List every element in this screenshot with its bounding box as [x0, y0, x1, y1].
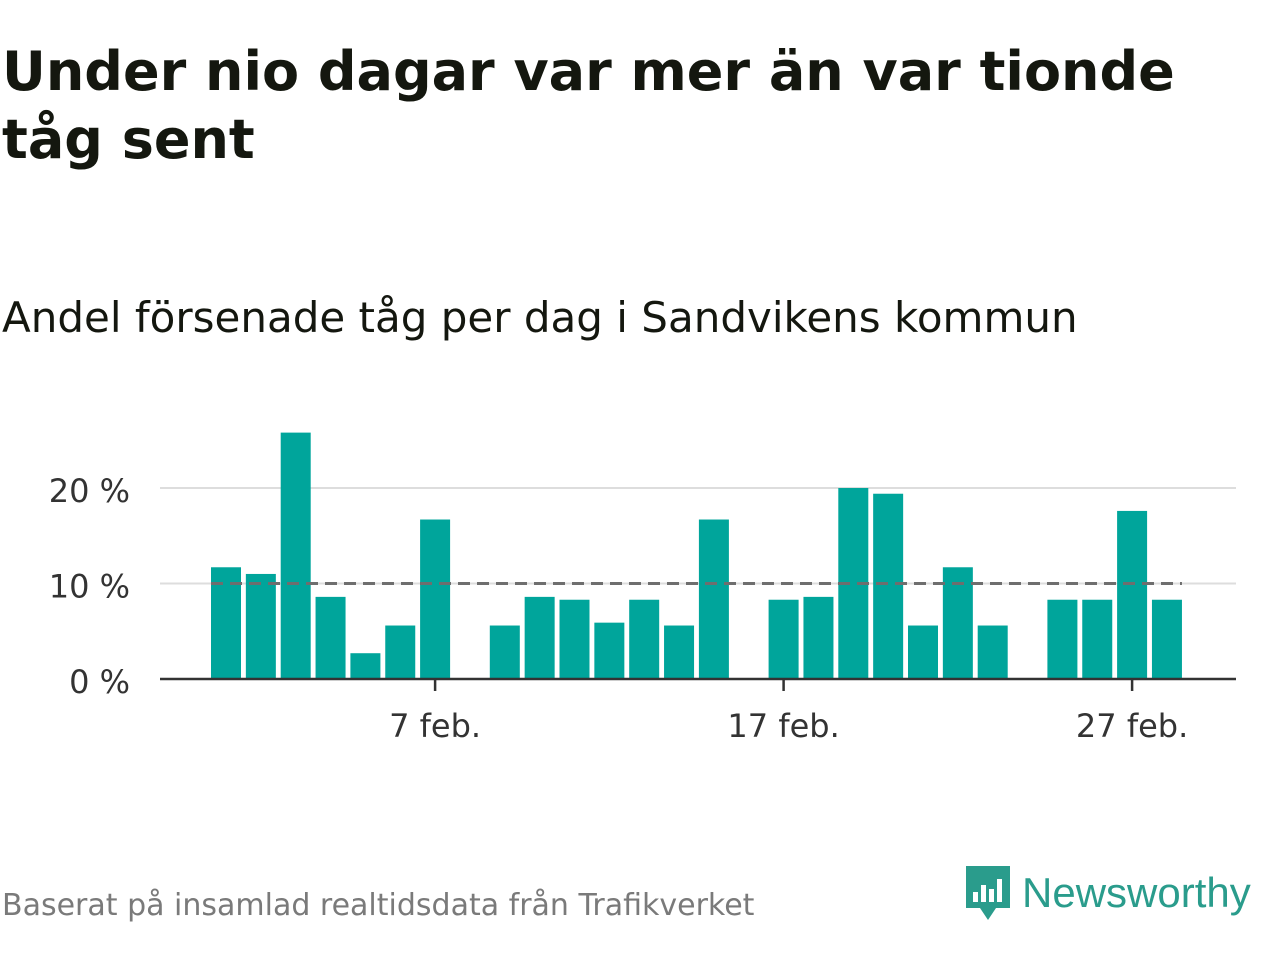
bar [594, 622, 625, 679]
bar [489, 625, 520, 679]
bar [629, 599, 660, 679]
newsworthy-logo-icon [966, 866, 1010, 920]
y-tick-label: 10 % [49, 568, 130, 606]
x-tick-label: 7 feb. [389, 707, 481, 745]
bar [768, 599, 799, 679]
bar [1082, 599, 1113, 679]
bar [698, 519, 729, 679]
bars [211, 432, 1182, 679]
bar [559, 599, 590, 679]
source-note: Baserat på insamlad realtidsdata från Tr… [2, 888, 755, 923]
bar [908, 625, 938, 679]
bar [350, 653, 381, 679]
bar [664, 625, 695, 679]
bar [942, 567, 973, 679]
bar [1117, 510, 1148, 679]
bar [211, 567, 241, 679]
x-tick-label: 27 feb. [1076, 707, 1188, 745]
axes: 0 % 10 % 20 % 7 feb. 17 feb. 27 feb. [49, 472, 1236, 745]
bar [1151, 599, 1182, 679]
y-tick-label: 0 % [69, 663, 130, 701]
x-tick-label: 17 feb. [727, 707, 839, 745]
bar [385, 625, 416, 679]
bar [420, 519, 451, 679]
bar [977, 625, 1008, 679]
bar [245, 573, 276, 679]
bar [873, 493, 904, 679]
chart-title: Under nio dagar var mer än var tionde tå… [2, 40, 1175, 171]
brand-logo: Newsworthy [962, 862, 1251, 924]
grid-lines [160, 487, 1236, 585]
bar [803, 596, 834, 679]
bar [315, 596, 346, 679]
chart-subtitle: Andel försenade tåg per dag i Sandvikens… [2, 293, 1078, 342]
bar [524, 596, 555, 679]
bar-chart: 0 % 10 % 20 % 7 feb. 17 feb. 27 feb. [49, 432, 1236, 745]
bar [1047, 599, 1078, 679]
y-tick-label: 20 % [49, 472, 130, 510]
bar [280, 432, 311, 679]
brand-name: Newsworthy [1022, 869, 1251, 916]
